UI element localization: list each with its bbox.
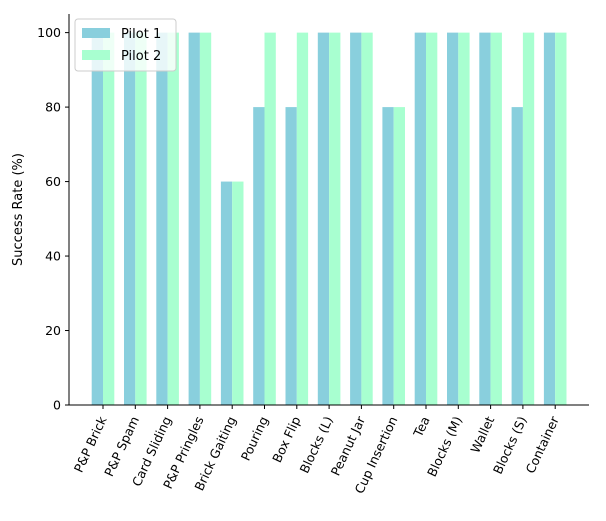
y-tick-label: 100 bbox=[37, 25, 61, 40]
legend-label-1: Pilot 1 bbox=[121, 27, 161, 42]
bar-1-7 bbox=[317, 32, 330, 405]
y-tick-label: 0 bbox=[53, 398, 61, 413]
bar-1-11 bbox=[447, 32, 459, 405]
bar-1-0 bbox=[91, 32, 103, 405]
y-axis-label: Success Rate (%) bbox=[11, 153, 26, 266]
bar-2-7 bbox=[329, 32, 341, 405]
bar-2-1 bbox=[135, 32, 147, 405]
x-tick-label: Box Flip bbox=[269, 414, 303, 465]
bar-2-9 bbox=[393, 107, 405, 405]
bar-1-13 bbox=[511, 107, 523, 405]
bar-2-6 bbox=[296, 32, 309, 405]
bar-1-8 bbox=[350, 32, 362, 405]
bar-2-4 bbox=[232, 181, 244, 405]
legend-swatch-1 bbox=[82, 28, 110, 38]
bar-1-6 bbox=[285, 107, 297, 405]
bar-2-13 bbox=[522, 32, 535, 405]
bar-2-3 bbox=[199, 32, 212, 405]
bar-1-14 bbox=[543, 32, 556, 405]
bar-2-2 bbox=[167, 32, 179, 405]
bar-2-0 bbox=[103, 32, 115, 405]
bar-1-2 bbox=[156, 32, 168, 405]
x-tick-label: Pouring bbox=[238, 414, 272, 463]
bar-2-11 bbox=[458, 32, 470, 405]
x-tick-label: Tea bbox=[410, 414, 433, 440]
bar-2-5 bbox=[264, 32, 276, 405]
bar-2-14 bbox=[555, 32, 567, 405]
bar-1-4 bbox=[220, 181, 233, 405]
bar-1-10 bbox=[414, 32, 426, 405]
legend-label-2: Pilot 2 bbox=[121, 49, 161, 64]
legend: Pilot 1 Pilot 2 bbox=[74, 18, 177, 72]
bars-group bbox=[91, 32, 567, 405]
bar-1-1 bbox=[124, 32, 136, 405]
bar-2-10 bbox=[426, 32, 438, 405]
bar-2-8 bbox=[361, 32, 373, 405]
bar-1-12 bbox=[479, 32, 491, 405]
y-axis-ticks: 0 20 40 60 80 100 bbox=[37, 25, 69, 413]
y-tick-label: 80 bbox=[45, 100, 61, 115]
bar-2-12 bbox=[490, 32, 502, 405]
y-tick-label: 20 bbox=[45, 323, 61, 338]
y-tick-label: 40 bbox=[45, 249, 61, 264]
y-tick-label: 60 bbox=[45, 174, 61, 189]
bar-1-9 bbox=[382, 107, 394, 405]
bar-1-3 bbox=[188, 32, 200, 405]
x-tick-label: Wallet bbox=[467, 414, 497, 456]
bar-1-5 bbox=[253, 107, 265, 405]
legend-swatch-2 bbox=[82, 50, 110, 60]
